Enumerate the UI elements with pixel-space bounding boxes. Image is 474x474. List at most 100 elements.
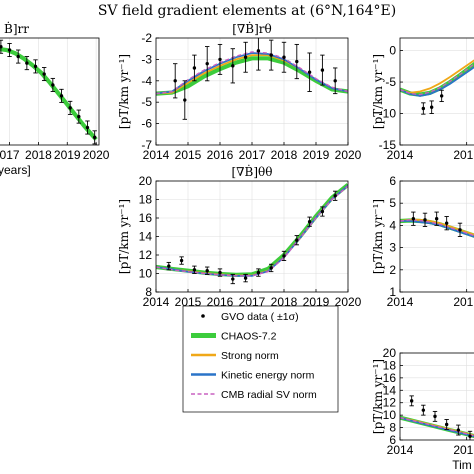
series-line-cmb bbox=[400, 416, 474, 437]
data-point bbox=[231, 277, 235, 281]
data-point bbox=[456, 428, 461, 432]
x-tick-label: 2019 bbox=[303, 148, 330, 162]
panel-ylabel: [pT/km yr⁻¹] bbox=[371, 359, 385, 434]
data-point bbox=[333, 194, 337, 198]
panel-xlabel: Tim bbox=[452, 458, 472, 472]
panel-points bbox=[166, 190, 338, 285]
data-point bbox=[167, 264, 171, 268]
data-point bbox=[77, 114, 81, 119]
y-tick-label: 14 bbox=[383, 383, 397, 397]
data-point bbox=[0, 45, 3, 49]
x-tick-label: 2015 bbox=[175, 295, 202, 309]
legend-entry-chaos: CHAOS-7.2 bbox=[191, 331, 277, 343]
series-line-cmb bbox=[156, 185, 348, 277]
data-point bbox=[85, 125, 90, 130]
panel-subtitle: [∇Ḃ]rθ bbox=[232, 21, 272, 36]
legend-label: Strong norm bbox=[221, 350, 279, 362]
y-tick-label: -6 bbox=[141, 117, 152, 131]
data-point bbox=[282, 254, 286, 258]
panel-grid bbox=[400, 353, 474, 440]
y-tick-label: 10 bbox=[383, 408, 397, 422]
y-tick-label: 4 bbox=[389, 218, 396, 232]
panel-subtitle: [∇Ḃ]θθ bbox=[231, 164, 272, 179]
panel-series bbox=[156, 51, 348, 96]
series-line-chaos bbox=[156, 56, 348, 96]
data-point bbox=[59, 94, 64, 98]
x-tick-label: 2014 bbox=[387, 148, 414, 162]
panel-right-top: 2014 2016 0 -5 -10 -15 [pT/km yr⁻¹] bbox=[371, 37, 474, 162]
y-tick-label: 8 bbox=[389, 421, 396, 435]
data-point bbox=[295, 238, 299, 242]
axis-box bbox=[399, 352, 474, 441]
x-tick-label: 2017 bbox=[239, 148, 266, 162]
data-point bbox=[42, 72, 46, 76]
legend-marker-dot bbox=[201, 314, 205, 318]
panel-ylabel: [pT/km yr⁻¹] bbox=[117, 199, 131, 274]
x-tick-label: 2016 bbox=[453, 148, 474, 162]
x-tick-label: 2016 bbox=[453, 295, 474, 309]
x-tick-label: 2018 bbox=[271, 148, 298, 162]
figure-title: SV field gradient elements at (6°N,164°E… bbox=[98, 3, 396, 19]
x-tick-label: 2020 bbox=[83, 148, 110, 162]
y-tick-label: 6 bbox=[389, 433, 396, 447]
y-tick-label: 3 bbox=[389, 241, 396, 255]
series-line-chaos bbox=[400, 61, 474, 97]
data-point bbox=[16, 54, 20, 59]
x-tick-label: 2018 bbox=[25, 148, 52, 162]
y-tick-label: -7 bbox=[141, 138, 152, 152]
series-line-cmb bbox=[156, 51, 348, 95]
legend: GVO data ( ±1σ) CHAOS-7.2 Strong norm Kinet… bbox=[182, 305, 339, 413]
y-tick-label: -10 bbox=[379, 107, 397, 121]
y-tick-label: 20 bbox=[383, 346, 397, 360]
data-point bbox=[333, 79, 337, 83]
legend-label: CMB radial SV norm bbox=[221, 389, 317, 401]
axis-box bbox=[399, 37, 474, 146]
x-tick-label: 2014 bbox=[387, 295, 414, 309]
data-point bbox=[421, 408, 426, 412]
legend-entry-data: GVO data ( ±1σ) bbox=[201, 311, 299, 323]
panel-ylabel: [pT/km yr⁻¹] bbox=[371, 54, 385, 129]
y-tick-label: 0 bbox=[389, 44, 396, 58]
panel-rtheta: 2014 2015 2016 2017 2018 2019 2020 -2 -3 -4 -5 -6 -7… bbox=[117, 21, 362, 162]
y-tick-label: 16 bbox=[139, 211, 153, 225]
data-point bbox=[68, 106, 72, 110]
data-point bbox=[433, 414, 437, 419]
y-tick-label: 5 bbox=[389, 196, 396, 210]
axis-box bbox=[0, 37, 100, 146]
panel-grid bbox=[400, 181, 474, 292]
legend-entry-kinetic: Kinetic energy norm bbox=[191, 370, 315, 382]
data-point bbox=[411, 217, 416, 221]
y-tick-label: -3 bbox=[141, 52, 152, 66]
data-point bbox=[205, 269, 209, 273]
data-point bbox=[307, 220, 312, 224]
y-tick-label: -2 bbox=[141, 31, 152, 45]
x-tick-label: 2020 bbox=[335, 295, 362, 309]
data-point bbox=[205, 61, 209, 66]
y-tick-label: 12 bbox=[383, 396, 397, 410]
y-tick-label: -5 bbox=[141, 95, 152, 109]
data-point bbox=[421, 106, 426, 111]
data-point bbox=[192, 66, 197, 70]
y-tick-label: 2 bbox=[389, 263, 396, 277]
data-point bbox=[409, 399, 414, 403]
y-tick-label: 1 bbox=[389, 285, 396, 299]
panel-points bbox=[0, 39, 97, 145]
data-point bbox=[51, 83, 55, 87]
series-line-chaos bbox=[0, 47, 98, 141]
x-tick-label: 2016 bbox=[207, 148, 234, 162]
panel-ylabel: [pT/km yr⁻¹] bbox=[117, 54, 131, 129]
legend-entry-strong: Strong norm bbox=[191, 350, 279, 362]
y-tick-label: -15 bbox=[379, 138, 397, 152]
x-tick-label: 2014 bbox=[143, 148, 170, 162]
data-point bbox=[269, 53, 273, 57]
y-tick-label: 12 bbox=[139, 248, 153, 262]
data-point bbox=[92, 135, 97, 140]
data-point bbox=[7, 48, 12, 52]
x-tick-label: 2019 bbox=[303, 295, 330, 309]
legend-label: Kinetic energy norm bbox=[221, 370, 315, 382]
y-tick-label: 14 bbox=[139, 230, 153, 244]
x-tick-label: 017 bbox=[0, 148, 20, 162]
panel-grid bbox=[400, 38, 474, 145]
y-tick-label: 10 bbox=[139, 267, 153, 281]
